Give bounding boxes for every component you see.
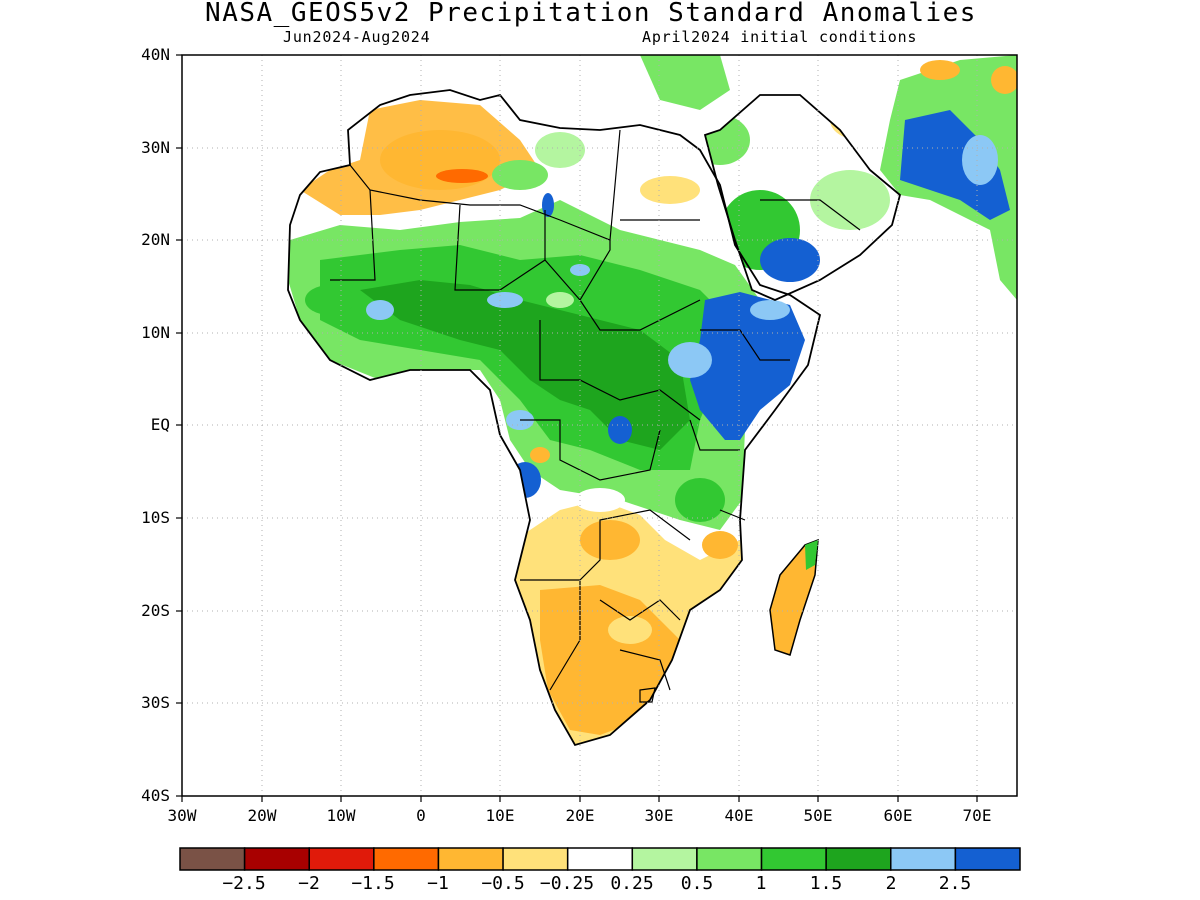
colorbar-label: −2.5 [222,873,266,894]
lat-label-30s: 30S [141,693,170,712]
colorbar-swatch [825,847,892,871]
lon-label-30e: 30E [644,806,674,825]
lat-label-20n: 20N [141,230,170,249]
colorbar-label: −2 [298,873,320,894]
forecast-period: Jun2024-Aug2024 [283,28,431,46]
colorbar-label: −0.25 [539,873,595,894]
colorbar-label: −1 [427,873,449,894]
colorbar-swatch [696,847,763,871]
lon-label-70e: 70E [962,806,992,825]
lat-label-10s: 10S [141,508,170,527]
colorbar-swatch [502,847,569,871]
lat-label-30n: 30N [141,138,170,157]
colorbar-label: 2.5 [938,873,972,894]
arabia-coastline [703,94,902,301]
colorbar-swatch [179,847,246,871]
colorbar-swatch [243,847,310,871]
lon-label-40e: 40E [724,806,754,825]
lon-label-20e: 20E [565,806,595,825]
lat-label-10n: 10N [141,323,170,342]
colorbar-swatch [566,847,634,871]
lat-label-40n: 40N [141,45,170,64]
colorbar-label: 2 [885,873,897,894]
colorbar-label: −1.5 [351,873,395,894]
lon-label-60e: 60E [883,806,913,825]
colorbar-swatch [373,847,440,871]
colorbar-label: −0.5 [481,873,525,894]
colorbar-label: 1 [755,873,767,894]
lat-label-eq: EQ [150,415,170,434]
graticule [182,55,1017,796]
lon-label-10w: 10W [326,806,356,825]
lat-label-20s: 20S [141,601,170,620]
colorbar-swatch [890,847,957,871]
africa-coastline [287,89,822,747]
colorbar-label: 0.25 [610,873,654,894]
colorbar-swatch [954,847,1021,871]
lon-label-10e: 10E [485,806,515,825]
lon-label-50e: 50E [803,806,833,825]
colorbar-swatch [760,847,827,871]
lat-label-40s: 40S [141,786,170,805]
colorbar [179,847,1021,871]
colorbar-swatch [308,847,375,871]
axis-ticks [176,54,978,802]
country-borders [330,129,861,703]
colorbar-label: 1.5 [809,873,843,894]
colorbar-label: 0.5 [680,873,714,894]
initial-conditions: April2024 initial conditions [642,28,918,46]
lon-label-0: 0 [416,806,426,825]
colorbar-swatch [437,847,504,871]
mediterranean-field [640,55,730,110]
lon-label-30w: 30W [167,806,197,825]
map-title: NASA_GEOS5v2 Precipitation Standard Anom… [205,0,977,28]
lon-label-20w: 20W [247,806,277,825]
colorbar-swatch [631,847,698,871]
